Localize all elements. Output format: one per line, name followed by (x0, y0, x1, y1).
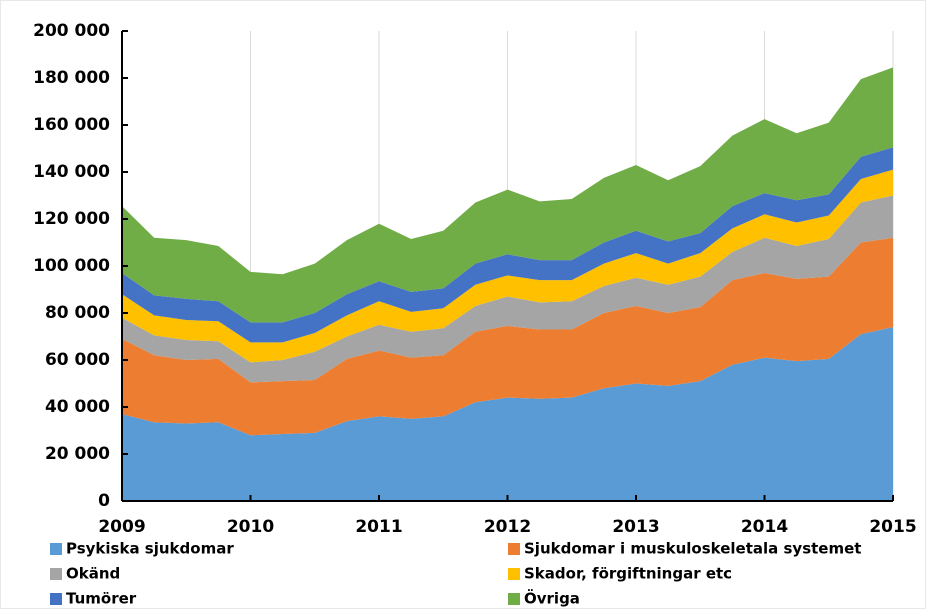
legend-label: Tumörer (66, 590, 137, 608)
area (122, 67, 893, 323)
y-tick-label: 200 000 (33, 21, 110, 41)
area (122, 237, 893, 436)
legend-swatch (508, 543, 520, 555)
y-tick-label: 100 000 (33, 256, 110, 276)
x-tick-label: 2009 (98, 517, 145, 537)
area (122, 327, 893, 501)
legend-swatch (508, 593, 520, 605)
legend-label: Skador, förgiftningar etc (524, 565, 732, 583)
x-tick-label: 2011 (355, 517, 402, 537)
y-tick-label: 80 000 (45, 303, 110, 323)
y-tick-label: 180 000 (33, 68, 110, 88)
legend-swatch (50, 568, 62, 580)
y-tick-label: 20 000 (45, 444, 110, 464)
y-tick-label: 120 000 (33, 209, 110, 229)
legend-label: Övriga (524, 589, 580, 608)
y-tick-label: 40 000 (45, 397, 110, 417)
y-tick-label: 60 000 (45, 350, 110, 370)
legend-swatch (50, 593, 62, 605)
x-tick-label: 2013 (612, 517, 659, 537)
legend-label: Sjukdomar i muskuloskeletala systemet (524, 540, 861, 558)
x-tick-label: 2010 (227, 517, 274, 537)
x-tick-label: 2015 (869, 517, 916, 537)
y-tick-label: 140 000 (33, 162, 110, 182)
x-tick-label: 2012 (484, 517, 531, 537)
y-tick-label: 160 000 (33, 115, 110, 135)
legend-swatch (508, 568, 520, 580)
y-tick-label: 0 (98, 491, 110, 511)
legend-swatch (50, 543, 62, 555)
x-tick-label: 2014 (741, 517, 788, 537)
legend-label: Psykiska sjukdomar (66, 540, 234, 558)
legend-label: Okänd (66, 565, 120, 583)
